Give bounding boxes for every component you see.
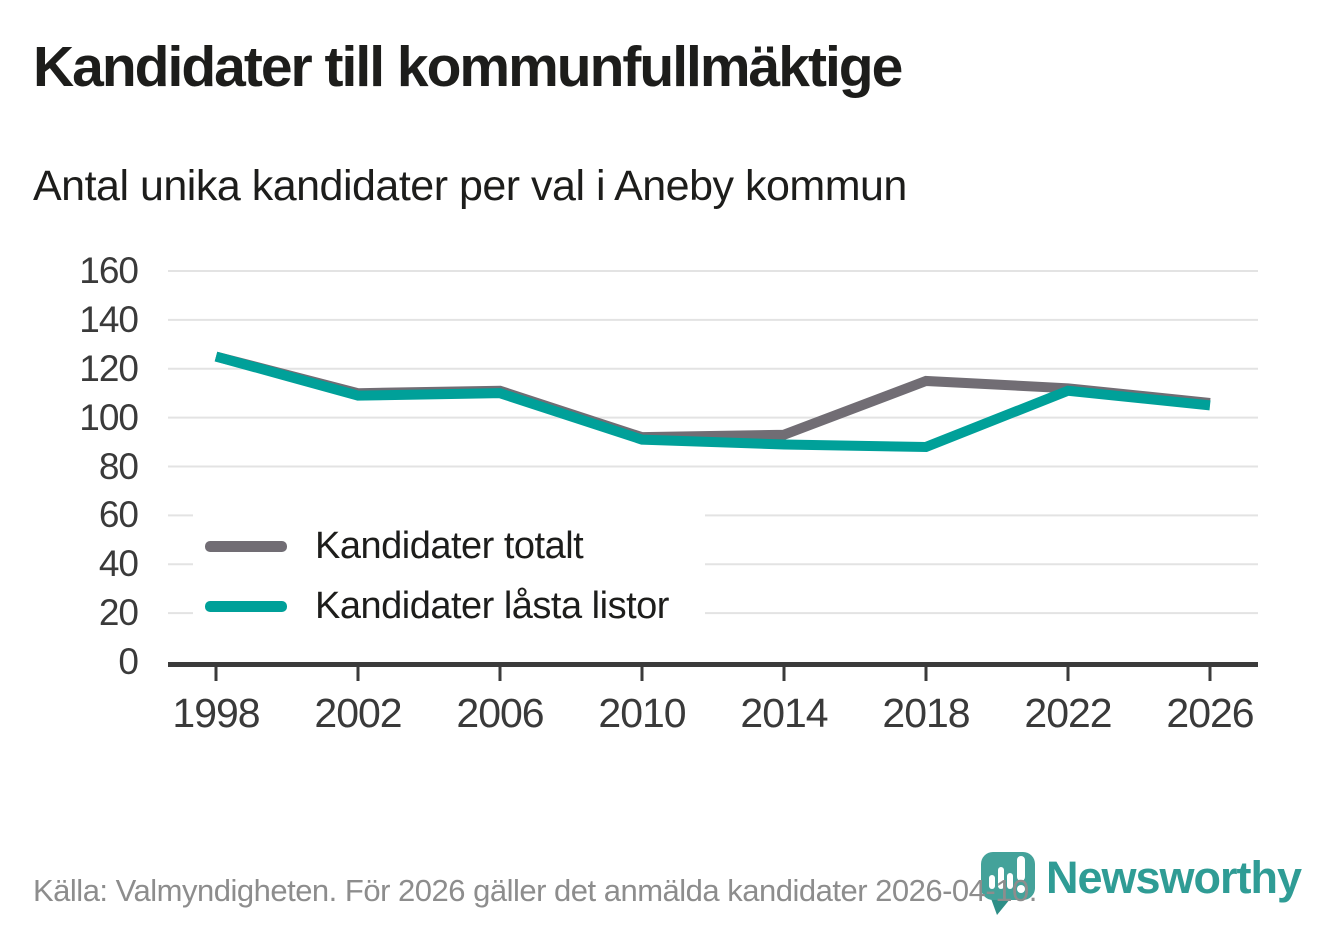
chart-subtitle: Antal unika kandidater per val i Aneby k… bbox=[33, 162, 907, 210]
legend-label-1: Kandidater låsta listor bbox=[315, 584, 669, 627]
y-tick-label: 40 bbox=[98, 543, 139, 585]
legend-item-1: Kandidater låsta listor bbox=[205, 583, 705, 629]
legend-swatch-1 bbox=[205, 600, 287, 612]
y-tick-label: 120 bbox=[79, 347, 139, 389]
newsworthy-pin-icon bbox=[981, 852, 1035, 915]
chart-legend: Kandidater totalt Kandidater låsta listor bbox=[193, 505, 705, 647]
y-tick-label: 80 bbox=[98, 445, 139, 487]
chart-title: Kandidater till kommunfullmäktige bbox=[33, 35, 903, 99]
x-tick-label: 2022 bbox=[1024, 690, 1112, 736]
x-tick-label: 2018 bbox=[882, 690, 970, 736]
legend-swatch-0 bbox=[205, 540, 287, 552]
y-tick-label: 100 bbox=[79, 396, 139, 438]
y-tick-label: 160 bbox=[79, 250, 139, 291]
x-tick-label: 2006 bbox=[456, 690, 544, 736]
y-tick-label: 60 bbox=[98, 494, 139, 536]
brand-name: Newsworthy bbox=[1046, 852, 1302, 903]
y-tick-label: 0 bbox=[118, 641, 139, 682]
x-tick-label: 1998 bbox=[172, 690, 260, 736]
legend-item-0: Kandidater totalt bbox=[205, 523, 705, 569]
x-tick-label: 2002 bbox=[314, 690, 402, 736]
y-tick-label: 20 bbox=[98, 592, 139, 634]
series-line-1 bbox=[214, 351, 1211, 452]
x-tick-label: 2026 bbox=[1166, 690, 1254, 736]
x-tick-label: 2014 bbox=[740, 690, 828, 736]
source-note: Källa: Valmyndigheten. För 2026 gäller d… bbox=[33, 873, 1037, 908]
legend-label-0: Kandidater totalt bbox=[315, 524, 584, 567]
y-tick-label: 140 bbox=[79, 298, 139, 340]
x-tick-label: 2010 bbox=[598, 690, 686, 736]
